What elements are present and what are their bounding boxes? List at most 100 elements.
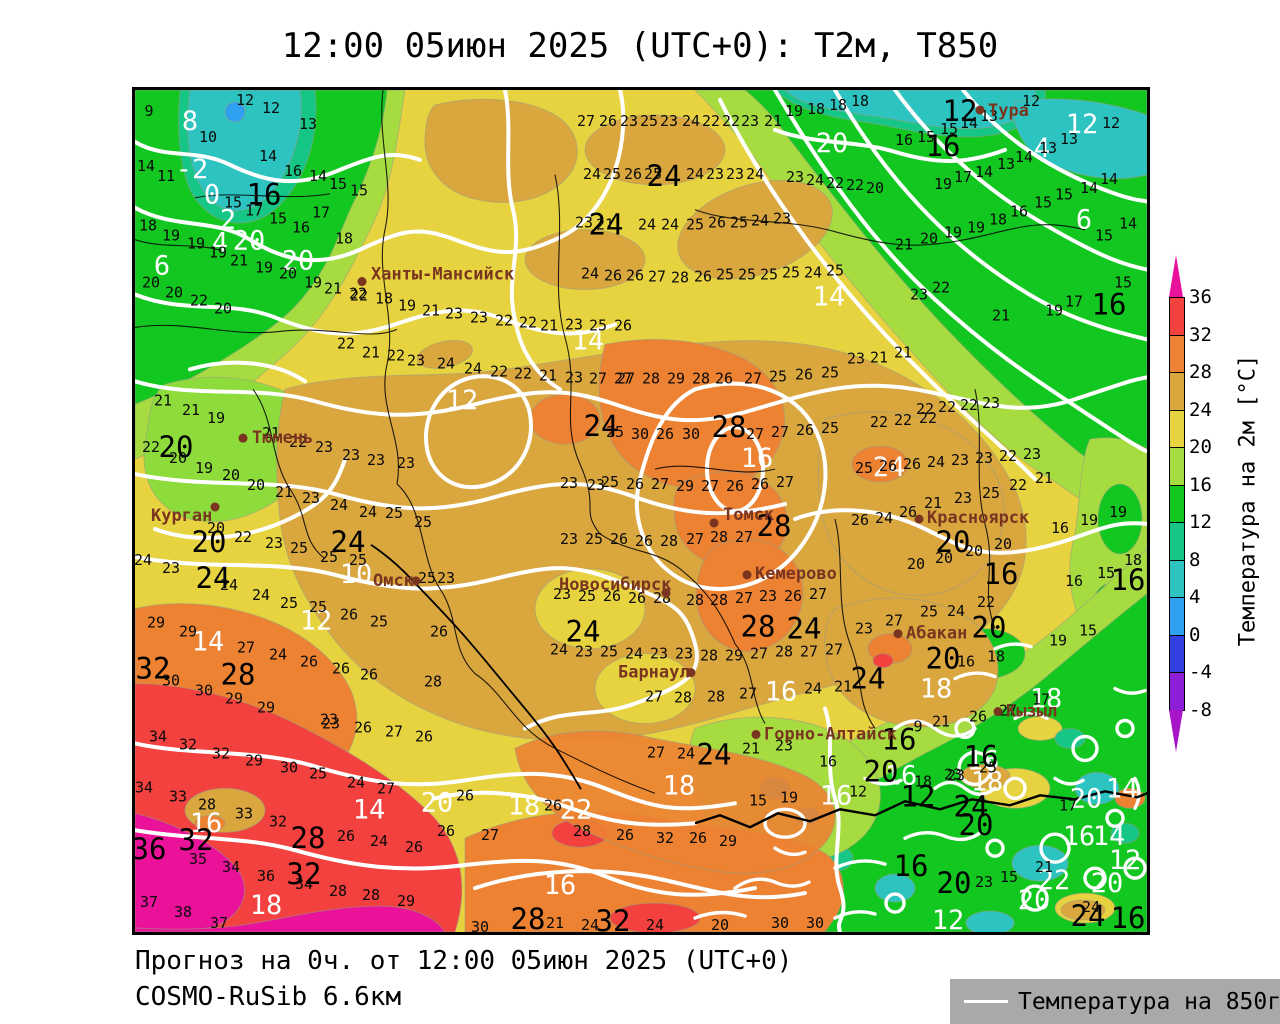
station-temperature: 12	[1022, 92, 1040, 110]
contour-label-850: 14	[572, 325, 605, 356]
station-temperature: 23	[855, 620, 873, 638]
colorbar-segment	[1170, 373, 1184, 411]
station-temperature: 25	[414, 513, 432, 531]
station-temperature: 25	[920, 603, 938, 621]
contour-label-850: 20	[816, 128, 849, 159]
station-temperature: 30	[195, 682, 213, 700]
station-temperature: 27	[776, 473, 794, 491]
station-temperature: 22	[190, 292, 208, 310]
station-temperature: 25	[821, 419, 839, 437]
station-temperature: 15	[269, 210, 287, 228]
colorbar-segment	[1170, 523, 1184, 561]
station-temperature: 29	[397, 892, 415, 910]
contour-label-850: 16	[190, 808, 223, 839]
city-dot	[661, 588, 671, 598]
station-temperature: 23	[759, 587, 777, 605]
station-temperature: 15	[749, 791, 767, 809]
station-temperature: 22	[938, 398, 956, 416]
station-temperature: 26	[354, 718, 372, 736]
contour-label-850: 12	[1066, 109, 1099, 140]
station-temperature: 25	[826, 262, 844, 280]
station-temperature: 21	[262, 424, 280, 442]
station-temperature: 25	[601, 473, 619, 491]
station-temperature: 26	[610, 530, 628, 548]
station-temperature: 36	[257, 867, 275, 885]
station-temperature: 26	[614, 316, 632, 334]
station-temperature: 15	[1114, 274, 1132, 292]
station-temperature: 24	[686, 165, 704, 183]
station-temperature: 14	[1015, 148, 1033, 166]
station-temperature: 22	[387, 346, 405, 364]
station-temperature: 18	[851, 92, 869, 110]
contour-label-850: 24	[331, 525, 366, 559]
station-temperature: 22	[919, 409, 937, 427]
contour-label-850: 28	[221, 658, 256, 692]
cities-layer: Тура Ханты-Мансийск Тюмень Курган Омск Новоси…	[151, 101, 1057, 744]
city-dot	[975, 105, 985, 115]
city-dot	[742, 570, 752, 580]
station-temperature: 28	[710, 591, 728, 609]
contour-label-850: 14	[192, 627, 225, 658]
station-temperature: 24	[370, 832, 388, 850]
contour-label-850: 20	[282, 246, 315, 277]
station-temperature: 23	[741, 112, 759, 130]
contour-label-850: 8	[182, 106, 198, 137]
station-temperature: 19	[944, 224, 962, 242]
contour-label-850: 2	[220, 205, 236, 236]
station-temperature: 28	[329, 882, 347, 900]
contour-label-850: 20	[159, 430, 194, 464]
station-temperature: 23	[1023, 445, 1041, 463]
station-temperature: 22	[826, 174, 844, 192]
city-label: Омск	[373, 571, 414, 591]
colorbar-tick-label: 24	[1189, 398, 1212, 421]
station-temperature: 19	[934, 175, 952, 193]
city-dot	[914, 514, 924, 524]
station-temperature: 25	[716, 266, 734, 284]
station-temperature: 23	[620, 112, 638, 130]
station-temperature: 26	[456, 786, 474, 804]
station-temperature: 28	[198, 795, 216, 813]
station-temperature: 12	[262, 99, 280, 117]
station-temperature: 26	[708, 214, 726, 232]
city-dot	[238, 433, 248, 443]
station-temperature: 23	[265, 534, 283, 552]
city-dot	[411, 576, 421, 586]
station-temperature: 23	[954, 489, 972, 507]
station-temperature: 22	[142, 438, 160, 456]
station-temperature: 21	[742, 739, 760, 757]
contour-label-850: 12	[1109, 845, 1142, 876]
station-temperature: 25	[320, 548, 338, 566]
station-temperature: 24	[550, 641, 568, 659]
station-temperature: 23	[162, 559, 180, 577]
contour-label-850: 20	[1018, 885, 1051, 916]
station-temperature: 14	[1100, 170, 1118, 188]
station-temperature: 27	[377, 779, 395, 797]
station-temperature: 21	[539, 366, 557, 384]
station-temperature: 21	[834, 678, 852, 696]
station-temperature: 22	[514, 364, 532, 382]
contour-label-850: 20	[1091, 868, 1124, 899]
colorbar-arrow-bottom	[1169, 710, 1183, 752]
station-temperature: 28	[674, 689, 692, 707]
model-caption: COSMO-RuSib 6.6км	[135, 982, 402, 1012]
contour-label-850: 24	[196, 561, 231, 595]
station-temperature: 20	[920, 230, 938, 248]
contour-label-850: 24	[584, 409, 619, 443]
city-label: Тура	[988, 101, 1029, 121]
station-temperature: 27	[809, 585, 827, 603]
station-temperature: 25	[640, 112, 658, 130]
contour-label-850: 32	[596, 904, 631, 932]
station-temperature: 23	[773, 210, 791, 228]
city-label: Ханты-Мансийск	[371, 265, 514, 285]
station-temperature: 12	[849, 782, 867, 800]
station-temperature: 15	[1034, 194, 1052, 212]
contour-label-850: 32	[136, 652, 171, 686]
station-temperature: 25	[280, 594, 298, 612]
station-temperature: 23	[560, 474, 578, 492]
station-temperature: 26	[599, 112, 617, 130]
contour-label-850: 18	[508, 790, 541, 821]
station-temperature: 20	[214, 299, 232, 317]
station-temperature: 13	[980, 107, 998, 125]
station-temperature: 14	[960, 114, 978, 132]
station-temperature: 35	[189, 850, 207, 868]
